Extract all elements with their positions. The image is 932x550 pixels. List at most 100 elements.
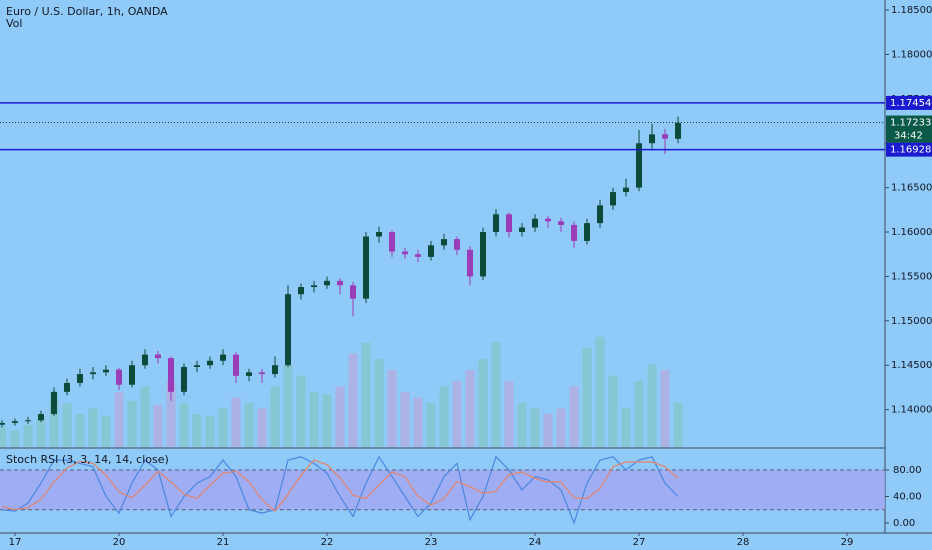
y-tick-label: 1.14500 [891, 360, 932, 371]
y-tick-label: 1.18500 [891, 5, 932, 16]
volume-bar [166, 381, 176, 447]
last-price-tag [886, 115, 932, 143]
candle-body [545, 218, 552, 222]
volume-bar [179, 403, 189, 447]
candle-body [558, 221, 565, 225]
volume-bar [387, 370, 397, 447]
candle-body [310, 285, 317, 288]
volume-bar [140, 386, 150, 447]
volume-bar [517, 403, 527, 447]
volume-bar [608, 375, 618, 447]
volume-bar [439, 386, 449, 447]
volume-bar [205, 416, 215, 447]
candle-body [571, 224, 578, 241]
level-tag [886, 142, 932, 157]
candle-body [662, 134, 669, 139]
candle-body [597, 205, 604, 224]
volume-bar [413, 397, 423, 447]
level-tag [886, 95, 932, 110]
volume-bar [23, 425, 33, 447]
candle-body [154, 354, 161, 359]
candle-body [415, 254, 422, 257]
x-tick-label: 28 [737, 537, 750, 548]
y-tick-label: 1.16500 [891, 183, 932, 194]
candle-body [441, 239, 448, 246]
chart-title: Euro / U.S. Dollar, 1h, OANDA [6, 5, 168, 18]
candle-body [454, 239, 461, 250]
stoch-line [1, 459, 679, 512]
candle-body [232, 354, 239, 376]
candle-body [389, 232, 396, 252]
candle-body [584, 223, 591, 241]
candle-body [219, 354, 226, 361]
volume-bar [582, 348, 592, 447]
candle-body [623, 187, 630, 193]
candle-body [258, 372, 265, 375]
volume-bar [62, 403, 72, 447]
volume-bar [114, 392, 124, 447]
candle-body [63, 382, 70, 392]
candle-body [206, 360, 213, 366]
y-tick-label: 0.00 [893, 518, 915, 529]
candle-body [284, 294, 291, 366]
volume-bar [244, 403, 254, 447]
candle-body [532, 218, 539, 228]
candle-body [519, 227, 526, 233]
volume-bar [595, 337, 605, 447]
volume-bar [192, 414, 202, 447]
candle-body [297, 287, 304, 295]
y-tick-label: 1.15000 [891, 316, 932, 327]
candle-body [480, 232, 487, 277]
candle-body [610, 192, 617, 206]
volume-bar [348, 353, 358, 447]
candle-body [636, 143, 643, 188]
y-tick-label: 1.14000 [891, 405, 932, 416]
x-tick-label: 21 [217, 537, 230, 548]
volume-bar [478, 359, 488, 447]
volume-bar [465, 370, 475, 447]
volume-bar [10, 430, 20, 447]
candle-body [11, 421, 18, 423]
candle-body [128, 365, 135, 385]
candle-body [675, 122, 682, 139]
volume-bar [101, 416, 111, 447]
volume-bar [322, 394, 332, 447]
band-fill [0, 469, 885, 510]
candle-body [180, 366, 187, 392]
candle-body [493, 214, 500, 233]
volume-bar [361, 342, 371, 447]
x-tick-label: 17 [9, 537, 22, 548]
y-tick-label: 1.15500 [891, 271, 932, 282]
volume-bar [283, 364, 293, 447]
volume-bar [0, 427, 7, 447]
candle-body [363, 236, 370, 299]
candle-body [102, 369, 109, 373]
last-price-label: 1.17233 [890, 118, 931, 129]
volume-bar [270, 386, 280, 447]
candle-body [323, 280, 330, 286]
candle-body [350, 285, 357, 299]
volume-bar [426, 403, 436, 447]
volume-bar [530, 408, 540, 447]
volume-bar [647, 364, 657, 447]
volume-bar [634, 381, 644, 447]
x-tick-label: 29 [841, 537, 854, 548]
candle-body [245, 372, 252, 376]
candle-body [115, 369, 122, 385]
level-tag-label: 1.17454 [890, 98, 931, 109]
y-tick-label: 1.16000 [891, 227, 932, 238]
volume-bar [374, 359, 384, 447]
candle-body [37, 414, 44, 421]
volume-bar [153, 405, 163, 447]
candle-body [89, 372, 96, 375]
volume-bar [491, 342, 501, 447]
y-tick-label: 40.00 [893, 491, 922, 502]
level-tag-label: 1.16928 [890, 145, 931, 156]
x-tick-label: 22 [321, 537, 334, 548]
stoch-layer [0, 455, 885, 525]
candle-body [402, 251, 409, 255]
candle-body [649, 134, 656, 144]
candle-body [167, 358, 174, 392]
